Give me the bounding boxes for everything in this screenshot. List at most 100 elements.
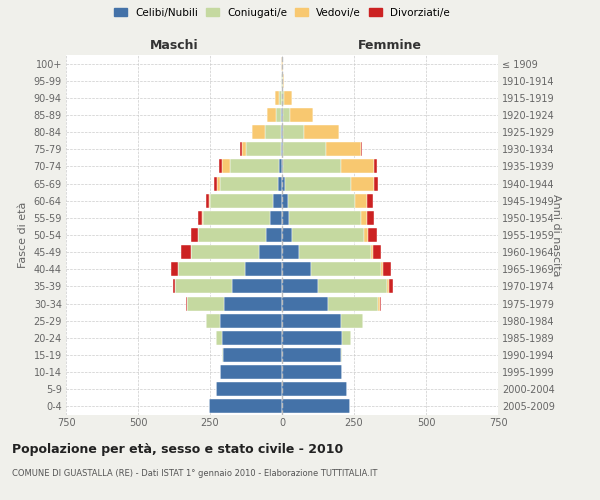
Bar	[379, 296, 380, 310]
Bar	[387, 280, 389, 293]
Bar	[282, 160, 283, 173]
Bar	[224, 296, 282, 310]
Bar	[191, 228, 198, 242]
Bar	[284, 91, 292, 105]
Text: Maschi: Maschi	[149, 38, 199, 52]
Bar	[209, 400, 282, 413]
Bar	[185, 296, 187, 310]
Bar	[282, 228, 292, 242]
Bar	[371, 245, 373, 259]
Bar	[220, 314, 282, 328]
Bar	[221, 160, 230, 173]
Bar	[217, 176, 220, 190]
Bar	[280, 91, 282, 105]
Bar	[341, 314, 362, 328]
Bar	[246, 142, 281, 156]
Bar	[281, 125, 282, 139]
Bar	[275, 108, 281, 122]
Bar	[266, 228, 282, 242]
Bar	[292, 228, 364, 242]
Bar	[187, 296, 224, 310]
Bar	[283, 74, 284, 88]
Y-axis label: Fasce di età: Fasce di età	[18, 202, 28, 268]
Bar	[374, 160, 377, 173]
Bar	[202, 211, 203, 225]
Bar	[341, 160, 374, 173]
Bar	[274, 194, 282, 207]
Bar	[240, 142, 242, 156]
Bar	[382, 262, 383, 276]
Bar	[220, 176, 278, 190]
Text: COMUNE DI GUASTALLA (RE) - Dati ISTAT 1° gennaio 2010 - Elaborazione TUTTITALIA.: COMUNE DI GUASTALLA (RE) - Dati ISTAT 1°…	[12, 469, 377, 478]
Bar	[290, 108, 313, 122]
Bar	[199, 228, 266, 242]
Bar	[275, 91, 280, 105]
Bar	[282, 296, 328, 310]
Bar	[326, 142, 361, 156]
Bar	[343, 331, 351, 345]
Bar	[283, 108, 290, 122]
Bar	[221, 348, 223, 362]
Bar	[367, 211, 374, 225]
Bar	[282, 142, 283, 156]
Bar	[361, 211, 367, 225]
Bar	[311, 262, 382, 276]
Bar	[283, 142, 326, 156]
Bar	[282, 262, 311, 276]
Bar	[282, 331, 343, 345]
Text: Femmine: Femmine	[358, 38, 422, 52]
Bar	[283, 160, 341, 173]
Bar	[304, 125, 339, 139]
Bar	[245, 262, 282, 276]
Bar	[282, 280, 318, 293]
Bar	[299, 245, 371, 259]
Bar	[214, 176, 217, 190]
Bar	[173, 280, 175, 293]
Bar	[178, 262, 245, 276]
Bar	[267, 108, 275, 122]
Bar	[223, 348, 282, 362]
Bar	[282, 176, 285, 190]
Bar	[318, 280, 387, 293]
Bar	[206, 314, 220, 328]
Bar	[374, 176, 379, 190]
Bar	[282, 400, 350, 413]
Bar	[288, 194, 355, 207]
Bar	[367, 194, 373, 207]
Bar	[278, 176, 282, 190]
Bar	[355, 194, 367, 207]
Bar	[218, 160, 221, 173]
Bar	[283, 125, 304, 139]
Bar	[285, 176, 351, 190]
Bar	[216, 331, 221, 345]
Bar	[282, 314, 341, 328]
Bar	[341, 348, 343, 362]
Bar	[282, 348, 341, 362]
Bar	[197, 211, 202, 225]
Bar	[282, 245, 299, 259]
Bar	[279, 160, 282, 173]
Bar	[181, 245, 191, 259]
Bar	[351, 176, 374, 190]
Legend: Celibi/Nubili, Coniugati/e, Vedovi/e, Divorziati/e: Celibi/Nubili, Coniugati/e, Vedovi/e, Di…	[114, 8, 450, 18]
Bar	[209, 194, 210, 207]
Bar	[282, 194, 288, 207]
Bar	[289, 211, 361, 225]
Bar	[282, 365, 343, 379]
Bar	[271, 211, 282, 225]
Bar	[203, 211, 271, 225]
Bar	[282, 382, 347, 396]
Bar	[230, 160, 279, 173]
Text: Popolazione per età, sesso e stato civile - 2010: Popolazione per età, sesso e stato civil…	[12, 442, 343, 456]
Bar	[281, 142, 282, 156]
Bar	[259, 245, 282, 259]
Bar	[282, 91, 284, 105]
Bar	[373, 245, 382, 259]
Bar	[221, 331, 282, 345]
Bar	[191, 245, 259, 259]
Bar	[210, 194, 274, 207]
Bar	[364, 228, 368, 242]
Bar	[265, 125, 281, 139]
Bar	[389, 280, 393, 293]
Bar	[242, 142, 246, 156]
